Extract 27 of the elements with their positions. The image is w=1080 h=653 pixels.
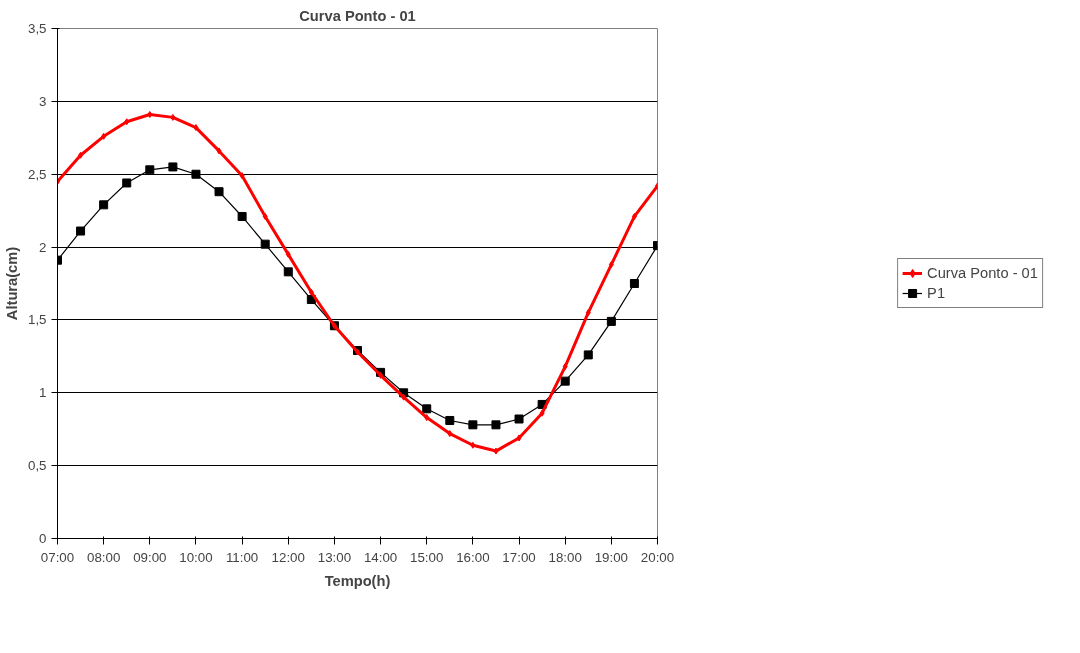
y-tick-label: 3,5 [27,21,47,36]
x-tick-label: 16:00 [456,549,490,565]
x-tick-label: 12:00 [271,549,305,565]
y-tick-label: 0,5 [27,458,47,474]
chart-title: Curva Ponto - 01 [299,7,416,24]
x-tick-label: 19:00 [594,549,629,565]
y-tick-label: 2,5 [27,166,47,182]
x-tick-label: 08:00 [86,549,121,565]
x-tick-label: 09:00 [133,549,167,565]
x-tick-label: 17:00 [502,549,536,565]
y-axis-title: Altura(cm) [3,246,20,321]
x-tick-label: 18:00 [548,549,582,565]
y-tick-label: 3 [39,93,47,109]
y-tick-label: 0 [39,531,47,546]
x-tick-label: 20:00 [640,549,675,565]
x-axis-title: Tempo(h) [324,572,391,589]
x-tick-label: 07:00 [40,549,75,565]
y-tick-label: 2 [39,239,47,255]
y-tick-label: 1 [39,385,47,401]
legend-label: Curva Ponto - 01 [927,265,1038,281]
x-tick-label: 15:00 [410,549,444,565]
x-tick-label: 11:00 [225,549,259,565]
y-tick-label: 1,5 [27,312,47,328]
x-tick-label: 10:00 [179,549,213,565]
x-tick-label: 14:00 [363,549,398,565]
x-tick-label: 13:00 [317,549,352,565]
legend-label: P1 [927,285,947,301]
